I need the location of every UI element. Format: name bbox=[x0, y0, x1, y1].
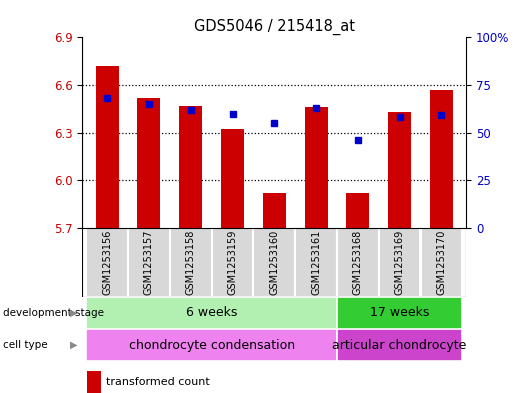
Text: GSM1253160: GSM1253160 bbox=[269, 230, 279, 295]
Bar bbox=[86, 329, 337, 361]
Bar bbox=[430, 90, 453, 228]
Bar bbox=[263, 193, 286, 228]
Bar bbox=[221, 129, 244, 228]
Text: 17 weeks: 17 weeks bbox=[370, 306, 429, 320]
Text: GSM1253156: GSM1253156 bbox=[102, 230, 112, 295]
Bar bbox=[86, 228, 128, 297]
Bar bbox=[337, 228, 378, 297]
Text: GSM1253170: GSM1253170 bbox=[436, 230, 446, 295]
Text: cell type: cell type bbox=[3, 340, 47, 350]
Bar bbox=[86, 297, 337, 329]
Text: GSM1253157: GSM1253157 bbox=[144, 230, 154, 295]
Title: GDS5046 / 215418_at: GDS5046 / 215418_at bbox=[194, 18, 355, 35]
Text: development stage: development stage bbox=[3, 308, 104, 318]
Bar bbox=[128, 228, 170, 297]
Bar bbox=[388, 112, 411, 228]
Text: 6 weeks: 6 weeks bbox=[186, 306, 237, 320]
Text: GSM1253158: GSM1253158 bbox=[186, 230, 196, 295]
Bar bbox=[346, 193, 369, 228]
Bar bbox=[137, 98, 161, 228]
Bar bbox=[337, 297, 462, 329]
Text: GSM1253169: GSM1253169 bbox=[394, 230, 404, 295]
Text: GSM1253161: GSM1253161 bbox=[311, 230, 321, 295]
Bar bbox=[179, 106, 202, 228]
Bar bbox=[253, 228, 295, 297]
Bar bbox=[211, 228, 253, 297]
Text: chondrocyte condensation: chondrocyte condensation bbox=[129, 338, 295, 352]
Bar bbox=[96, 66, 119, 228]
Bar bbox=[379, 228, 420, 297]
Bar bbox=[337, 329, 462, 361]
Text: GSM1253168: GSM1253168 bbox=[353, 230, 363, 295]
Text: ▶: ▶ bbox=[70, 340, 78, 350]
Bar bbox=[295, 228, 337, 297]
Text: ▶: ▶ bbox=[70, 308, 78, 318]
Text: transformed count: transformed count bbox=[106, 377, 210, 387]
Text: GSM1253159: GSM1253159 bbox=[227, 230, 237, 295]
Bar bbox=[170, 228, 211, 297]
Bar bbox=[305, 107, 328, 228]
Text: articular chondrocyte: articular chondrocyte bbox=[332, 338, 467, 352]
Bar bbox=[420, 228, 462, 297]
